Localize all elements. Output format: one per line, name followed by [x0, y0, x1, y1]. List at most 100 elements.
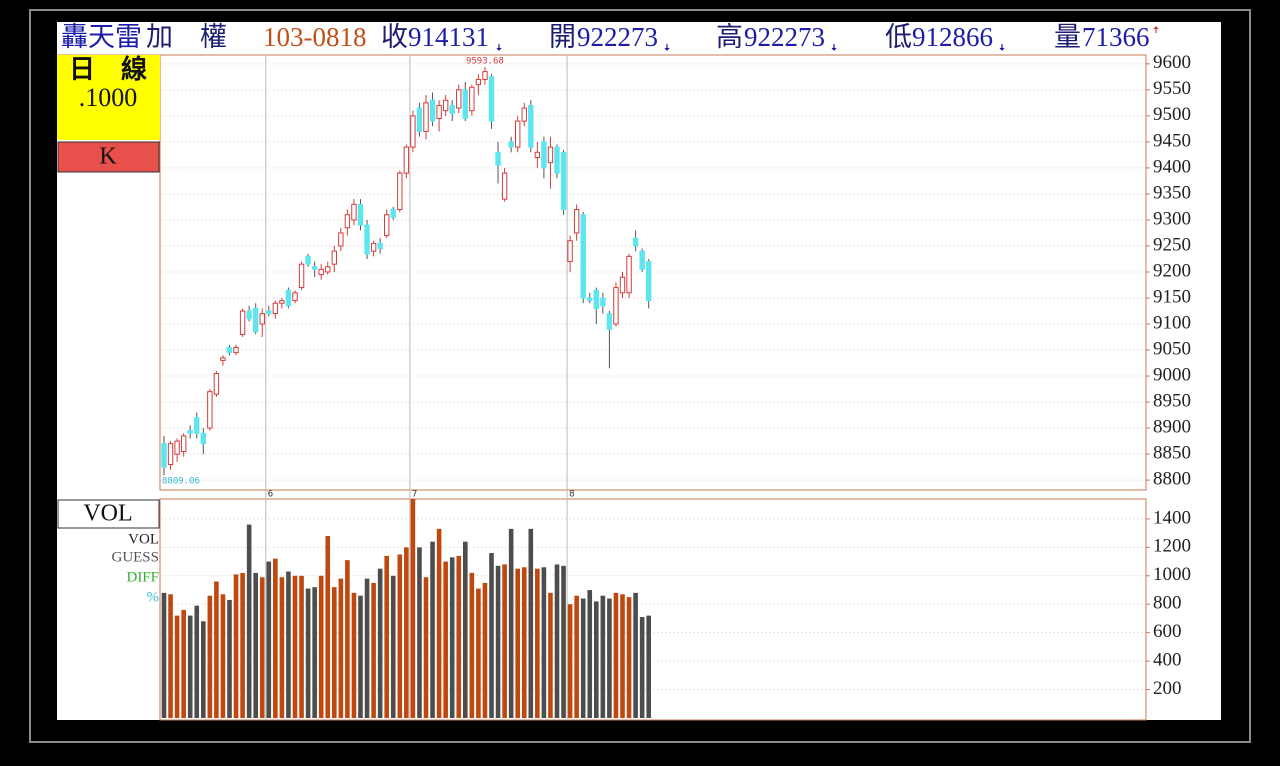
volume-bar — [181, 609, 186, 718]
volume-bar — [508, 528, 514, 718]
candle-body — [266, 310, 272, 315]
vol-item: VOL — [128, 531, 159, 547]
close-label: 收 — [381, 22, 408, 52]
candle-body — [167, 443, 174, 466]
candle-body — [226, 346, 233, 354]
candle-body — [495, 151, 501, 166]
volume-bar — [187, 615, 193, 718]
high-value: 922273 — [744, 22, 825, 52]
volume-bar — [476, 588, 481, 718]
volume-bar — [194, 605, 200, 718]
y-tick-label: 9050 — [1153, 338, 1191, 359]
volume-bar — [246, 524, 252, 718]
volume-bar — [502, 564, 507, 718]
vol-frame — [159, 498, 1147, 721]
volume-bar — [345, 560, 350, 718]
volume-bar — [567, 604, 573, 718]
date: 103-0818 — [263, 22, 367, 52]
y-tick-label: 9500 — [1153, 104, 1191, 125]
arrows — [496, 26, 1159, 51]
high-label: 高 — [716, 22, 743, 52]
volume-bar — [521, 567, 527, 718]
volume-bar — [639, 617, 645, 718]
candle-body — [442, 99, 449, 112]
candle-body — [646, 261, 652, 302]
volume-bar — [594, 601, 599, 718]
volume-bar — [351, 592, 357, 718]
volume-bar — [548, 592, 553, 718]
volume-bar — [214, 581, 219, 718]
candle-body — [469, 86, 475, 112]
volume-bar — [286, 571, 291, 718]
vol-item: DIFF — [126, 569, 159, 585]
candle-body — [475, 78, 482, 86]
mode: K — [99, 144, 117, 170]
y-tick-label: 1200 — [1153, 536, 1191, 557]
low-value: 912866 — [912, 22, 993, 52]
volume-bar — [358, 595, 363, 718]
volume-bar — [469, 572, 475, 718]
low-label: 低 — [885, 22, 912, 52]
candle-body — [580, 214, 586, 299]
period-box — [57, 55, 160, 140]
candle-body — [390, 209, 396, 218]
candle-body — [600, 297, 606, 307]
volume-bar — [318, 575, 324, 718]
volume-bar — [253, 572, 258, 718]
candle-body — [593, 289, 599, 309]
candle-body — [501, 172, 508, 200]
volume-bar — [292, 575, 298, 718]
candle-body — [462, 89, 469, 119]
candle-body — [587, 297, 593, 302]
volume-bar — [436, 528, 442, 718]
candle-body — [305, 255, 311, 265]
open-label: 開 — [549, 22, 576, 52]
volume-bar — [174, 615, 180, 718]
y-tick-label: 9250 — [1153, 234, 1191, 255]
y-tick-label: 9100 — [1153, 312, 1191, 333]
candle-body — [488, 76, 495, 122]
candle-body — [325, 266, 331, 273]
candle-body — [311, 266, 318, 270]
candle-body — [370, 242, 377, 252]
volume-bar — [620, 594, 625, 718]
y-tick-label: 9300 — [1153, 208, 1191, 229]
volume-bar — [561, 565, 566, 718]
candle-body — [534, 151, 541, 159]
volume-bar — [430, 541, 435, 718]
open-value: 922273 — [577, 22, 658, 52]
volume-bar — [168, 594, 173, 718]
volume-bar — [207, 595, 213, 718]
volume-bar — [161, 592, 167, 718]
candle-body — [253, 307, 259, 333]
candle-body — [180, 435, 187, 452]
candle-body — [456, 89, 462, 109]
candle-body — [239, 310, 246, 335]
candle-body — [528, 104, 534, 148]
volume-bar — [266, 561, 272, 718]
y-tick-label: 1400 — [1153, 507, 1191, 528]
volume-bar — [449, 557, 455, 718]
candle-body — [351, 203, 357, 221]
volume-bar — [554, 564, 560, 718]
x-tick-label: 7 — [412, 490, 417, 500]
candle-body — [626, 255, 632, 294]
y-tick-label: 9150 — [1153, 286, 1191, 307]
y-tick-label: 9600 — [1153, 52, 1191, 73]
volume-bar — [377, 568, 383, 718]
volume-bar — [273, 558, 278, 718]
volume-bar — [259, 577, 265, 718]
y-tick-label: 8800 — [1153, 468, 1191, 489]
y-tick-label: 9000 — [1153, 364, 1191, 385]
candle-body — [285, 289, 292, 307]
y-tick-label: 9550 — [1153, 78, 1191, 99]
vol-box — [57, 499, 160, 529]
volume-label: 量 — [1054, 22, 1081, 52]
volume-bar — [371, 582, 376, 718]
volume-bar — [489, 553, 494, 718]
y-tick-label: 8950 — [1153, 390, 1191, 411]
candle-body — [619, 276, 626, 294]
candle-body — [318, 268, 324, 276]
